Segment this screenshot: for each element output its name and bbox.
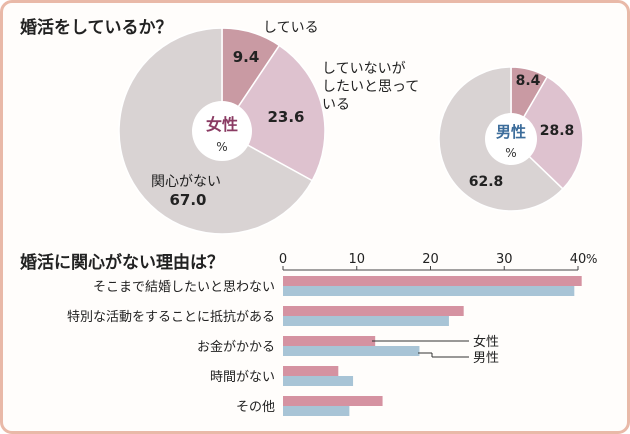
pie-male-center-unit: % bbox=[505, 146, 516, 160]
pie-label-want-line2: したいと思って bbox=[322, 79, 419, 95]
pie-female-slice-want bbox=[220, 44, 326, 182]
bar-category-label: 時間がない bbox=[210, 370, 275, 385]
bar-category-label: お金がかかる bbox=[197, 339, 275, 355]
bar-tick-unit: % bbox=[586, 252, 597, 266]
pie-female-value-none: 67.0 bbox=[169, 191, 206, 209]
pie-female-center-unit: % bbox=[216, 140, 227, 154]
bar-male bbox=[283, 376, 354, 386]
pie-label-doing: している bbox=[263, 20, 319, 36]
legend-female-label: 女性 bbox=[473, 334, 499, 350]
bar-male bbox=[283, 316, 449, 326]
pie-label-none: 関心がない bbox=[151, 174, 221, 190]
pie-female-center-label: 女性 bbox=[206, 115, 238, 134]
bar-tick-label: 0 bbox=[279, 252, 287, 267]
bar-tick-label: 40 bbox=[570, 252, 587, 267]
legend-male-label: 男性 bbox=[473, 351, 499, 366]
pie-label-want-line3: いる bbox=[322, 97, 350, 113]
pie-label-want-line1: していないが bbox=[322, 61, 406, 77]
pie-male-value-none: 62.8 bbox=[469, 174, 504, 190]
bar-title: 婚活に関心がない理由は？ bbox=[20, 252, 224, 273]
bar-category-label: 特別な活動をすることに抵抗がある bbox=[67, 310, 275, 325]
pie-male-center-label: 男性 bbox=[496, 123, 526, 141]
bar-female bbox=[283, 306, 464, 316]
bar-category-label: その他 bbox=[236, 400, 275, 415]
bar-tick-label: 30 bbox=[496, 252, 513, 267]
bar-tick-label: 20 bbox=[422, 252, 439, 267]
bar-category-labels: そこまで結婚したいと思わない特別な活動をすることに抵抗があるお金がかかる時間がな… bbox=[67, 280, 275, 415]
bar-series bbox=[283, 276, 582, 416]
pie-male-center bbox=[485, 113, 537, 165]
pie-male-value-doing: 8.4 bbox=[516, 73, 541, 89]
bar-male bbox=[283, 406, 350, 416]
bar-female bbox=[283, 276, 582, 286]
pie-male-slice-want bbox=[510, 75, 584, 191]
pie-female-value-want: 23.6 bbox=[267, 108, 304, 126]
bar-male bbox=[283, 286, 575, 296]
pie-title: 婚活をしているか？ bbox=[20, 17, 173, 38]
pie-male-value-want: 28.8 bbox=[540, 123, 575, 139]
pie-female-value-doing: 9.4 bbox=[233, 48, 260, 66]
bar-ticks: 0 10 20 30 40 bbox=[279, 252, 586, 270]
bar-category-label: そこまで結婚したいと思わない bbox=[93, 280, 275, 295]
bar-tick-label: 10 bbox=[348, 252, 365, 267]
pie-female-center bbox=[192, 101, 252, 161]
bar-male bbox=[283, 346, 420, 356]
bar-female bbox=[283, 396, 383, 406]
bar-female bbox=[283, 336, 376, 346]
bar-female bbox=[283, 366, 339, 376]
